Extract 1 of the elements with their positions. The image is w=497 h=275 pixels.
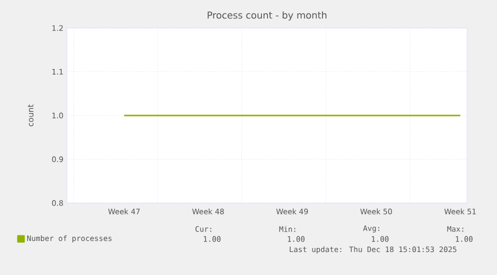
chart-title: Process count - by month [208,11,326,21]
